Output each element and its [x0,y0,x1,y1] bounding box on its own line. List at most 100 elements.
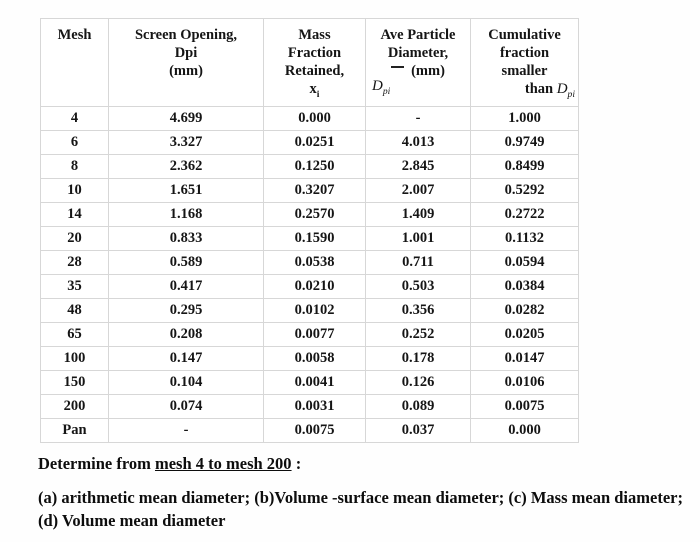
header-mass-line1: Mass [298,27,331,43]
header-screen-line1: Screen Opening, [134,27,238,43]
table-cell: - [365,106,471,131]
table-cell: 0.5292 [470,178,579,203]
table-row: Pan -0.0075 0.037 0.000 [40,418,579,443]
header-mesh-label: Mesh [57,27,92,43]
header-cum-line2: fraction [499,45,550,61]
table-cell: 0.0075 [470,394,579,419]
table-row: 14 1.168 0.2570 1.409 0.2722 [40,202,579,227]
table-cell: Pan [40,418,109,443]
table-cell: 4.013 [365,130,471,155]
d-subscript: pi [567,88,575,100]
table-row: 8 2.362 0.1250 2.845 0.8499 [40,154,579,179]
x-subscript: i [316,88,320,100]
table-cell: 0.3207 [263,178,366,203]
table-cell: 0.589 [108,250,264,275]
header-ave-symbol: Dpi [366,77,470,97]
mesh-analysis-table: Mesh Screen Opening, Dpi (mm) Mass Fract… [40,18,579,443]
table-cell: 0.1132 [470,226,579,251]
table-cell: 65 [40,322,109,347]
header-ave-line1: Ave Particle [380,27,456,43]
d-subscript: pi [382,85,391,97]
table-cell: 2.845 [365,154,471,179]
table-cell: 0.0251 [263,130,366,155]
header-row: Mesh Screen Opening, Dpi (mm) Mass Fract… [40,18,579,107]
table-cell: 0.147 [108,346,264,371]
d-overbar [391,66,405,68]
table-cell: 14 [40,202,109,227]
table-cell: 0.0075 [263,418,366,443]
table-cell: 0.8499 [470,154,579,179]
mesh-range-underlined: mesh 4 to mesh 200 [154,454,292,473]
table-cell: 0.0384 [470,274,579,299]
table-cell: 1.001 [365,226,471,251]
determine-line: Determine from mesh 4 to mesh 200 : [38,452,694,475]
table-cell: 0.0282 [470,298,579,323]
table-row: 4 4.699 0.000-1.000 [40,106,579,131]
table-row: 65 0.208 0.0077 0.252 0.0205 [40,322,579,347]
header-mass-fraction: Mass Fraction Retained, xi [263,18,366,107]
d-symbol: D [372,78,383,94]
table-cell: 0.0041 [263,370,366,395]
table-cell: 0.0538 [263,250,366,275]
table-cell: 0.104 [108,370,264,395]
table-cell: 0.0077 [263,322,366,347]
table-row: 200 0.074 0.0031 0.089 0.0075 [40,394,579,419]
table-cell: 100 [40,346,109,371]
table-cell: 0.2722 [470,202,579,227]
parts-line2: (d) Volume mean diameter [38,511,226,530]
table-cell: 0.074 [108,394,264,419]
table-cell: 200 [40,394,109,419]
parts-line1: (a) arithmetic mean diameter; (b)Volume … [38,488,683,507]
table-cell: 0.503 [365,274,471,299]
table-cell: 0.356 [365,298,471,323]
table-cell: 6 [40,130,109,155]
table-cell: 0.037 [365,418,471,443]
table-cell: 0.178 [365,346,471,371]
table-row: 10 1.651 0.3207 2.007 0.5292 [40,178,579,203]
header-mass-line3: Retained, [284,63,345,79]
table-cell: 0.711 [365,250,471,275]
header-cum-line4: than Dpi [471,80,578,100]
header-ave-diameter: Ave Particle Diameter, (mm) Dpi [365,18,471,107]
header-cum-line1: Cumulative [488,27,561,43]
table-header: Mesh Screen Opening, Dpi (mm) Mass Fract… [40,18,579,107]
table-cell: 0.0058 [263,346,366,371]
table-body: 4 4.699 0.000-1.000 6 3.327 0.0251 4.013 0.9749… [40,106,579,443]
table-cell: 8 [40,154,109,179]
header-cumulative: Cumulative fraction smaller than Dpi [470,18,579,107]
table-cell: 0.208 [108,322,264,347]
table-cell: 0.417 [108,274,264,299]
table-row: 48 0.295 0.0102 0.356 0.0282 [40,298,579,323]
table-cell: 0.1250 [263,154,366,179]
table-row: 100 0.147 0.0058 0.178 0.0147 [40,346,579,371]
table-cell: 1.651 [108,178,264,203]
table-cell: 0.126 [365,370,471,395]
problem-statement: Determine from mesh 4 to mesh 200 : (a) … [38,452,694,532]
header-cum-line3: smaller [501,63,548,79]
table-cell: 0.0594 [470,250,579,275]
table-cell: 1.000 [470,106,579,131]
table-cell: 0.0205 [470,322,579,347]
header-screen-line3: (mm) [169,63,203,79]
table-cell: 0.0106 [470,370,579,395]
mm-unit: (mm) [411,63,445,79]
table-cell: 0.0102 [263,298,366,323]
table-cell: - [108,418,264,443]
table-cell: 1.168 [108,202,264,227]
table-cell: 0.000 [263,106,366,131]
table-cell: 0.0210 [263,274,366,299]
determine-prefix: Determine from [38,454,155,473]
table-cell: 0.0031 [263,394,366,419]
table-cell: 35 [40,274,109,299]
table-row: 35 0.417 0.0210 0.503 0.0384 [40,274,579,299]
table-cell: 0.252 [365,322,471,347]
header-ave-line3: (mm) [366,62,470,80]
header-mass-symbol: xi [264,80,365,100]
question-parts: (a) arithmetic mean diameter; (b)Volume … [38,486,694,532]
table-cell: 0.089 [365,394,471,419]
table-cell: 2.007 [365,178,471,203]
header-screen-line2: Dpi [174,45,198,61]
header-screen-opening: Screen Opening, Dpi (mm) [108,18,264,107]
table-cell: 0.000 [470,418,579,443]
